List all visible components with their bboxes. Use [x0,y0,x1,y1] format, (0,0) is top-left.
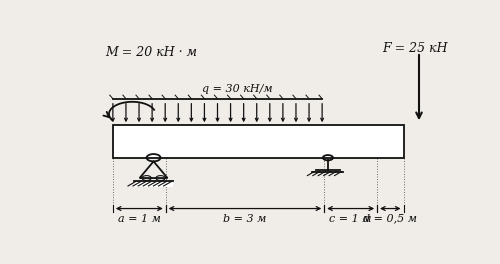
Text: q = 30 кН/м: q = 30 кН/м [202,84,272,94]
Text: M = 20 кН · м: M = 20 кН · м [105,46,197,59]
Text: d = 0,5 м: d = 0,5 м [364,214,418,224]
Text: b = 3 м: b = 3 м [224,214,266,224]
Text: c = 1 м: c = 1 м [330,214,372,224]
Text: a = 1 м: a = 1 м [118,214,160,224]
Text: F = 25 кН: F = 25 кН [382,42,448,55]
Bar [134,181,173,187]
Bar [113,125,404,158]
